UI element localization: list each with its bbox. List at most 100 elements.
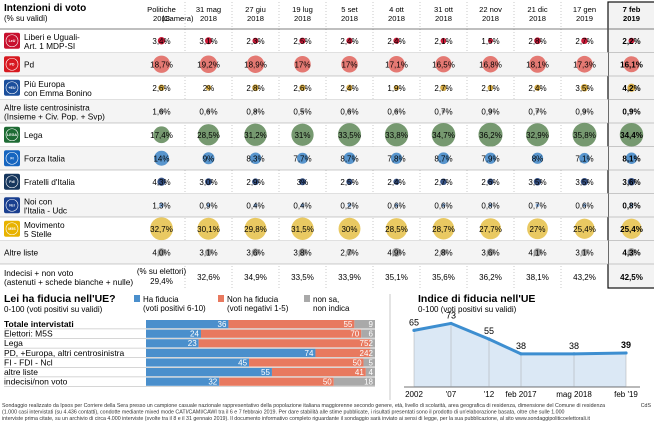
vote-bubble — [535, 109, 540, 114]
indecisi-value: 29,4% — [150, 277, 173, 286]
vote-value: 30,1% — [197, 225, 220, 234]
vote-value: 3,1% — [199, 37, 217, 46]
svg-text:FdI: FdI — [9, 180, 14, 184]
vote-value: 16,5% — [432, 60, 455, 69]
legend-label: Non ha fiducia — [227, 295, 279, 304]
indecisi-value: 35,1% — [385, 273, 408, 282]
party-label: Art. 1 MDP-SI — [24, 41, 75, 51]
vote-bubble — [534, 84, 541, 91]
trust-bar-segment — [200, 329, 362, 338]
party-label: 5 Stelle — [24, 229, 52, 239]
vote-value: 2,4% — [340, 37, 358, 46]
vote-value: 0,5% — [293, 107, 311, 116]
trust-row-label: Elettori: M5S — [4, 329, 53, 339]
vote-value: 8,3% — [246, 154, 264, 163]
svg-text:LEGA: LEGA — [7, 133, 17, 137]
vote-bubble — [253, 109, 258, 114]
vote-bubble — [484, 152, 497, 164]
vote-value: 0,8% — [622, 201, 640, 210]
party-logo-icon: FdI — [4, 173, 20, 190]
trust-bar-value: 4 — [369, 368, 374, 377]
vote-bubble — [528, 55, 547, 73]
vote-bubble — [252, 37, 259, 44]
trust-bar-segment — [146, 329, 201, 338]
credit: CdS — [641, 403, 652, 409]
column-date: 27 giu — [245, 5, 266, 14]
vote-bubble — [527, 218, 548, 240]
vote-value: 7,9% — [481, 154, 499, 163]
column-year: 2018 — [200, 14, 217, 23]
vote-value: 0,4% — [246, 201, 264, 210]
legend-swatch — [218, 295, 224, 302]
vote-value: 3% — [297, 178, 309, 187]
vote-bubble — [629, 203, 634, 208]
vote-value: 16,8% — [479, 60, 502, 69]
svg-text:+EU: +EU — [8, 86, 15, 90]
vote-value: 8% — [532, 154, 544, 163]
vote-bubble — [392, 247, 401, 257]
vote-value: 17% — [294, 60, 310, 69]
indecisi-value: 42,5% — [620, 273, 643, 282]
line-chart-tick: mag 2018 — [556, 390, 592, 399]
vote-bubble — [158, 84, 165, 91]
vote-bubble — [440, 178, 447, 186]
indecisi-value: 33,9% — [338, 273, 361, 282]
column-year: 2019 — [623, 14, 640, 23]
column-year: 2018 — [153, 14, 170, 23]
trust-bar-value: 32 — [208, 378, 217, 387]
vote-value: 8,7% — [340, 154, 358, 163]
vote-bubble — [531, 152, 544, 164]
vote-bubble — [199, 55, 218, 74]
vote-bubble — [487, 178, 494, 185]
legend-label: (voti positivi 6-10) — [143, 304, 206, 313]
trust-bar-segment — [146, 348, 316, 357]
party-label: Pd — [24, 59, 35, 69]
vote-value: 2,8% — [434, 248, 452, 257]
trust-bar-segment — [333, 377, 375, 386]
column-date: 22 nov — [479, 5, 502, 14]
vote-bubble — [299, 37, 306, 44]
vote-bubble — [337, 123, 362, 147]
vote-bubble — [300, 109, 305, 114]
bottom-section: Lei ha fiducia nell'UE?0-100 (voti posit… — [2, 293, 652, 422]
vote-bubble — [581, 37, 588, 45]
vote-bubble — [574, 218, 595, 239]
svg-text:PD: PD — [10, 63, 15, 67]
vote-bubble — [394, 109, 399, 114]
vote-value: 2,5% — [293, 37, 311, 46]
svg-text:LeU: LeU — [9, 39, 16, 43]
column-year: 2018 — [388, 14, 405, 23]
party-label: l'Italia - Udc — [24, 205, 67, 215]
trust-bar-value: 74 — [305, 349, 314, 358]
trust-bar-value: 70 — [350, 330, 359, 339]
vote-bubble — [204, 248, 213, 256]
vote-bubble — [150, 217, 173, 241]
party-label: Movimento — [24, 220, 65, 230]
vote-value: 2,6% — [481, 178, 499, 187]
vote-value: 0,9% — [199, 201, 217, 210]
vote-value: 4,3% — [622, 248, 640, 257]
trust-bar-value: 36 — [218, 320, 227, 329]
vote-bubble — [576, 55, 593, 73]
vote-value: 2,4% — [387, 178, 405, 187]
party-logo-icon: +EU — [4, 79, 20, 96]
vote-value: 2,8% — [246, 84, 264, 93]
vote-bubble — [623, 56, 640, 73]
trust-bar-segment — [219, 377, 334, 386]
vote-value: 32,9% — [526, 131, 549, 140]
column-date: Politiche — [147, 5, 176, 14]
vote-value: 7,1% — [575, 154, 593, 163]
vote-bubble — [204, 37, 213, 45]
trust-bar-segment — [365, 368, 375, 377]
vote-value: 31,5% — [291, 225, 314, 234]
vote-value: 17,4% — [150, 131, 173, 140]
vote-value: 0,6% — [387, 107, 405, 116]
vote-value: 0,8% — [481, 201, 499, 210]
vote-bubble — [244, 123, 267, 146]
footnote-line: Sondaggio realizzato da Ipsos per Corrie… — [2, 403, 605, 409]
vote-bubble — [244, 217, 267, 240]
vote-value: 31,2% — [244, 131, 267, 140]
vote-bubble — [338, 217, 361, 240]
vote-bubble — [393, 37, 400, 44]
footnote-line: (1.000 casi intervistati (su 4.436 conta… — [2, 410, 565, 416]
